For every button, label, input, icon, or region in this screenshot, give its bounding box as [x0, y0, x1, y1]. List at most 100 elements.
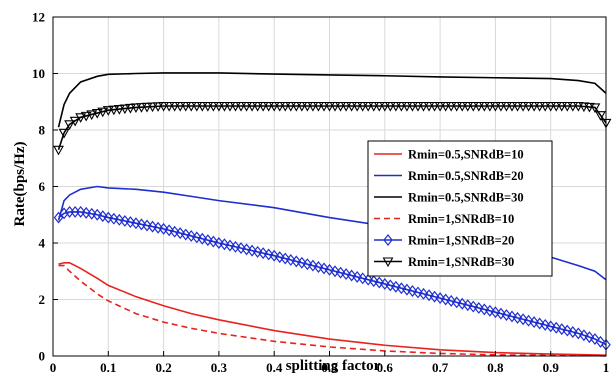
series-marker [440, 101, 452, 112]
x-tick-label: 0.4 [266, 360, 283, 375]
series-marker [113, 105, 125, 115]
series-marker [131, 217, 141, 230]
series-marker [562, 324, 573, 337]
y-tick-label: 2 [39, 292, 46, 307]
series-marker [363, 273, 373, 286]
series-marker [158, 222, 169, 235]
series-marker [523, 101, 535, 112]
series-marker [424, 289, 434, 302]
series-marker [401, 101, 413, 112]
series-marker [197, 232, 208, 245]
y-tick-label: 4 [39, 236, 46, 251]
x-tick-label: 0.6 [377, 360, 394, 375]
x-tick-label: 0.8 [487, 360, 504, 375]
series-marker [75, 205, 86, 218]
series-marker [252, 101, 264, 112]
legend-item: Rmin=1,SNRdB=10 [374, 212, 514, 226]
series-marker [479, 303, 490, 316]
series-marker [457, 297, 467, 310]
legend-item: Rmin=0.5,SNRdB=20 [374, 169, 524, 183]
series-marker [286, 253, 296, 266]
series-marker [175, 227, 185, 240]
series-marker [501, 101, 512, 112]
series-5 [53, 205, 611, 351]
series-marker [236, 242, 246, 255]
y-axis-label: Rate(bps/Hz) [12, 142, 28, 227]
legend-label: Rmin=1,SNRdB=10 [408, 212, 514, 226]
series-marker [517, 101, 529, 112]
series-marker [362, 101, 374, 112]
series-marker [534, 317, 545, 330]
series-marker [539, 101, 551, 112]
series-marker [341, 268, 351, 281]
y-tick-label: 8 [39, 123, 46, 138]
series-marker [578, 102, 590, 113]
series-marker [423, 101, 435, 112]
series-marker [108, 105, 120, 116]
series-marker [125, 216, 136, 229]
series-marker [119, 104, 131, 115]
legend-label: Rmin=1,SNRdB=30 [408, 255, 514, 269]
series-marker [203, 234, 213, 247]
legend-label: Rmin=0.5,SNRdB=10 [408, 148, 524, 162]
series-marker [351, 101, 363, 112]
series-marker [297, 256, 307, 269]
series-marker [518, 313, 528, 326]
series-marker [352, 270, 362, 283]
series-marker [368, 101, 380, 112]
series-6 [53, 101, 612, 156]
series-marker [484, 101, 496, 112]
series-marker [330, 265, 340, 278]
series-marker [53, 211, 64, 224]
series-marker [384, 101, 396, 112]
series-marker [192, 231, 202, 244]
series-marker [357, 101, 369, 112]
series-marker [263, 101, 275, 112]
x-tick-label: 0.2 [155, 360, 171, 375]
series-marker [467, 101, 479, 112]
legend-item: Rmin=1,SNRdB=20 [374, 234, 514, 248]
series-marker [308, 259, 318, 272]
series-marker [114, 213, 125, 226]
x-tick-label: 0.9 [543, 360, 560, 375]
series-marker [528, 101, 540, 112]
series-marker [207, 101, 219, 112]
series-marker [313, 261, 324, 273]
series-marker [318, 101, 330, 112]
series-marker [507, 310, 517, 323]
series-marker [69, 116, 81, 127]
x-tick-label: 0.3 [211, 360, 228, 375]
series-marker [474, 302, 484, 314]
series-marker [164, 224, 174, 237]
series-marker [247, 244, 257, 257]
legend-label: Rmin=0.5,SNRdB=30 [408, 191, 524, 205]
series-marker [489, 101, 501, 112]
series-marker [572, 101, 584, 112]
series-marker [595, 111, 606, 121]
series-marker [109, 212, 119, 225]
series-marker [218, 101, 230, 112]
series-marker [230, 240, 241, 253]
series-marker [53, 145, 64, 156]
series-marker [512, 311, 523, 324]
series-marker [379, 101, 391, 112]
legend-item: Rmin=0.5,SNRdB=30 [374, 191, 524, 205]
series-marker [357, 272, 368, 285]
series-3 [57, 72, 607, 128]
series-marker [169, 225, 180, 238]
series-marker [219, 238, 230, 251]
series-marker [451, 101, 463, 112]
y-tick-label: 12 [32, 10, 45, 25]
y-tick-label: 10 [32, 66, 45, 81]
series-line [57, 105, 607, 151]
series-marker [561, 101, 573, 112]
series-marker [589, 103, 601, 114]
series-marker [407, 101, 418, 112]
series-marker [307, 101, 319, 112]
series-marker [163, 101, 175, 112]
series-marker [374, 276, 385, 289]
series-marker [80, 111, 92, 122]
series-marker [180, 101, 192, 112]
